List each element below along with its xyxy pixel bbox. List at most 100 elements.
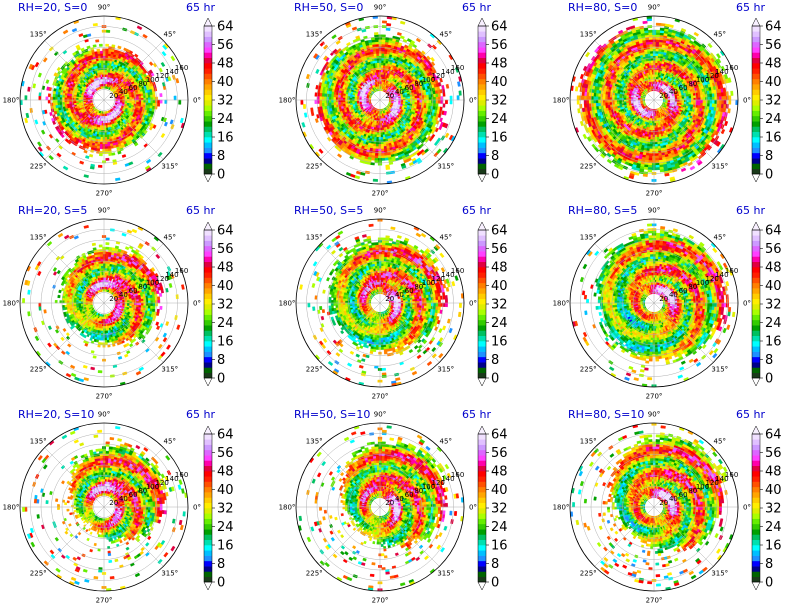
field-cell [367, 39, 372, 44]
field-cell [381, 143, 385, 147]
angle-tick-label: 45° [164, 31, 176, 39]
field-cell [134, 142, 139, 147]
field-cell [52, 102, 56, 107]
field-cell [381, 20, 388, 24]
field-cell [53, 51, 59, 57]
field-cell [321, 93, 325, 98]
field-cell [145, 158, 152, 164]
field-cell [319, 96, 323, 101]
field-cell [333, 99, 336, 103]
field-cell [321, 102, 325, 107]
field-cell [381, 157, 386, 161]
field-cell [440, 96, 444, 101]
radial-tick-label: 160 [451, 64, 464, 72]
field-cell [105, 29, 111, 33]
field-cell [134, 53, 139, 58]
field-cell [376, 132, 380, 136]
field-cell [157, 99, 161, 104]
field-cell [78, 33, 84, 38]
field-cell [381, 148, 385, 152]
field-cell [79, 160, 85, 165]
field-cell [53, 110, 58, 115]
colorbar-swatch [478, 26, 486, 32]
colorbar-tick-label: 8 [491, 149, 499, 164]
angle-tick-label: 270° [372, 190, 389, 198]
field-cell [374, 41, 379, 45]
field-cell [435, 102, 439, 107]
field-cell [24, 95, 28, 101]
colorbar-swatch [478, 121, 486, 127]
field-cell [333, 94, 337, 98]
field-cell [73, 96, 77, 99]
colorbar-tick-label: 56 [491, 38, 508, 53]
colorbar-swatch [204, 68, 212, 74]
field-cell [449, 95, 453, 101]
field-cell [380, 60, 384, 64]
field-cell [105, 43, 110, 47]
field-cell [59, 97, 63, 101]
colorbar-swatch [478, 63, 486, 69]
angle-tick-label: 270° [96, 190, 113, 198]
angle-tick-label: 225° [30, 162, 47, 170]
field-cell [381, 41, 386, 45]
field-cell [105, 50, 109, 54]
field-cell [97, 164, 103, 168]
field-cell [152, 99, 156, 104]
colorbar-swatch [478, 168, 486, 175]
field-cell [443, 110, 447, 116]
field-cell [99, 53, 103, 57]
field-cell [100, 57, 104, 61]
field-cell [68, 95, 72, 99]
field-cell [89, 166, 95, 170]
field-cell [375, 143, 379, 147]
colorbar-swatch [478, 89, 486, 96]
field-cell [105, 143, 109, 147]
colorbar-swatch [478, 137, 486, 143]
field-cell [61, 97, 65, 101]
field-cell [373, 32, 379, 36]
colorbar-swatch [478, 147, 486, 154]
colorbar-swatch [478, 73, 486, 80]
field-cell [384, 157, 389, 161]
field-cell [145, 99, 149, 103]
field-cell [344, 99, 348, 103]
field-cell [310, 107, 314, 113]
colorbar-tick-label: 40 [217, 75, 234, 90]
field-cell [323, 96, 327, 101]
field-cell [128, 161, 134, 166]
colorbar-tick-label: 0 [491, 168, 499, 183]
field-cell [340, 97, 343, 101]
radial-tick-label: 60 [405, 84, 414, 92]
colorbar-tick-label: 32 [491, 94, 508, 109]
field-cell [380, 139, 384, 143]
field-cell [57, 97, 60, 101]
field-cell [148, 99, 151, 103]
colorbar-swatch [204, 26, 212, 32]
field-cell [349, 96, 353, 99]
field-cell [62, 29, 69, 35]
panel-time-label: 65 hr [462, 1, 491, 14]
field-cell [428, 102, 432, 107]
field-cell [159, 93, 163, 98]
field-cell [426, 96, 430, 101]
field-cell [385, 27, 391, 31]
field-cell [45, 96, 49, 101]
angle-tick-label: 90° [98, 4, 110, 12]
field-cell [67, 140, 72, 145]
field-cell [449, 99, 453, 105]
field-cell [414, 97, 418, 101]
field-cell [105, 146, 109, 150]
field-cell [148, 61, 154, 66]
field-cell [328, 99, 332, 104]
field-cell [52, 93, 56, 98]
field-cell [138, 97, 142, 101]
field-cell [170, 55, 176, 62]
colorbar-tick-label: 64 [217, 20, 234, 35]
field-cell [99, 50, 103, 54]
field-cell [152, 96, 156, 101]
field-cell [62, 165, 69, 171]
field-cell [374, 153, 379, 157]
colorbar-swatch [478, 52, 486, 59]
colorbar-swatch [478, 152, 486, 159]
radial-tick-label: 40 [395, 88, 404, 96]
